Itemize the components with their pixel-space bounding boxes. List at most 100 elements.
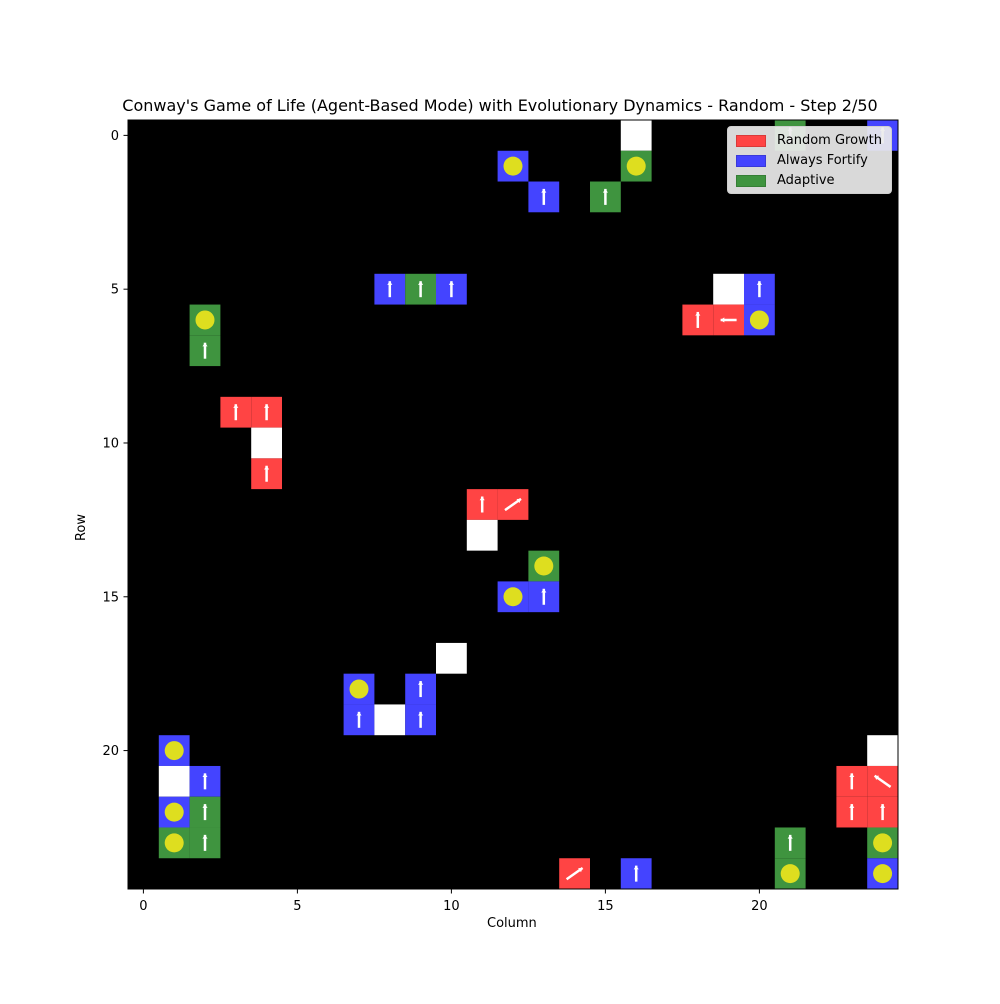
cell-always-fortify [497,581,529,613]
board-frame [127,119,899,890]
direction-arrow-icon [720,317,737,323]
y-tick-label: 10 [102,436,119,451]
direction-arrow-icon [602,188,608,205]
legend: Random Growth Always Fortify Adaptive [727,126,892,194]
cell-adaptive [620,150,652,182]
cell-always-fortify [343,704,375,736]
x-tick-label: 10 [443,899,460,914]
cell-always-fortify [436,273,467,305]
x-tick-label: 0 [139,899,147,914]
cell-fill [620,120,652,151]
cell-fill [713,273,744,305]
cell-random-growth [836,796,868,828]
food-marker [195,310,215,330]
food-marker [164,741,184,761]
direction-arrow-icon [202,342,208,359]
direction-arrow-icon [695,311,701,328]
legend-swatch-always-fortify [736,154,766,167]
cell-adaptive [189,827,221,859]
direction-arrow-icon [504,497,522,512]
cell-random-growth [713,304,744,336]
cells-layer [158,120,898,889]
x-tick-label: 15 [597,899,614,914]
direction-arrow-icon [565,866,584,881]
food-marker [534,556,554,576]
direction-arrow-icon [849,773,855,790]
cell-random-growth [497,489,529,520]
cell-always-fortify [744,273,775,305]
y-tick-label: 20 [102,744,119,759]
food-marker [503,156,523,176]
direction-arrow-icon [448,281,454,298]
cell-fill [436,642,467,674]
direction-arrow-icon [787,834,793,851]
cell-adaptive [528,550,560,582]
legend-label-random-growth: Random Growth [777,133,883,148]
cell-adaptive [774,827,806,859]
direction-arrow-icon [356,711,362,728]
legend-label-always-fortify: Always Fortify [777,153,868,168]
direction-arrow-icon [202,804,208,821]
direction-arrow-icon [202,773,208,790]
cell-always-fortify [620,858,652,889]
cell-white [251,427,282,459]
cell-always-fortify [189,765,221,797]
cell-always-fortify [158,796,190,828]
legend-swatch-random-growth [736,134,766,147]
cell-white [374,704,406,736]
direction-arrow-icon [873,774,892,788]
food-marker [164,833,184,853]
direction-arrow-icon [233,404,239,421]
cell-random-growth [682,304,714,336]
cell-random-growth [251,396,282,428]
cell-white [713,273,744,305]
chart-title: Conway's Game of Life (Agent-Based Mode)… [122,96,878,115]
cell-random-growth [867,796,898,828]
food-marker [349,679,369,699]
food-marker [873,864,893,884]
cell-always-fortify [343,673,375,705]
cell-white [620,120,652,151]
cell-random-growth [867,765,898,797]
cell-fill [867,735,898,766]
cell-random-growth [466,489,498,520]
food-marker [749,310,769,330]
food-marker [873,833,893,853]
ticks-layer: 0 5 10 15 20 0 5 10 15 20 [102,129,767,914]
legend-label-adaptive: Adaptive [777,173,835,188]
legend-swatch-adaptive [736,174,766,187]
cell-adaptive [774,858,806,889]
cell-white [158,765,190,797]
y-tick-label: 15 [102,590,119,605]
y-tick-label: 5 [111,283,119,298]
cell-white [867,735,898,766]
cell-always-fortify [405,704,436,736]
cell-always-fortify [744,304,775,336]
x-axis-label: Column [487,916,537,931]
cell-adaptive [867,827,898,859]
legend-item-always-fortify: Always Fortify [736,153,868,168]
food-marker [503,587,523,607]
legend-item-random-growth: Random Growth [736,133,882,148]
cell-always-fortify [867,858,898,889]
cell-adaptive [189,304,221,336]
direction-arrow-icon [418,681,424,698]
direction-arrow-icon [202,834,208,851]
x-tick-label: 20 [751,899,768,914]
cell-fill [374,704,406,736]
cell-white [466,519,498,551]
food-marker [780,864,800,884]
cell-always-fortify [158,735,190,766]
direction-arrow-icon [264,465,270,482]
direction-arrow-icon [479,496,485,513]
x-tick-label: 5 [293,899,301,914]
cell-white [436,642,467,674]
cell-always-fortify [497,150,529,182]
direction-arrow-icon [264,404,270,421]
cell-random-growth [251,458,282,490]
direction-arrow-icon [541,188,547,205]
direction-arrow-icon [849,804,855,821]
y-tick-label: 0 [111,129,119,144]
cell-adaptive [189,796,221,828]
